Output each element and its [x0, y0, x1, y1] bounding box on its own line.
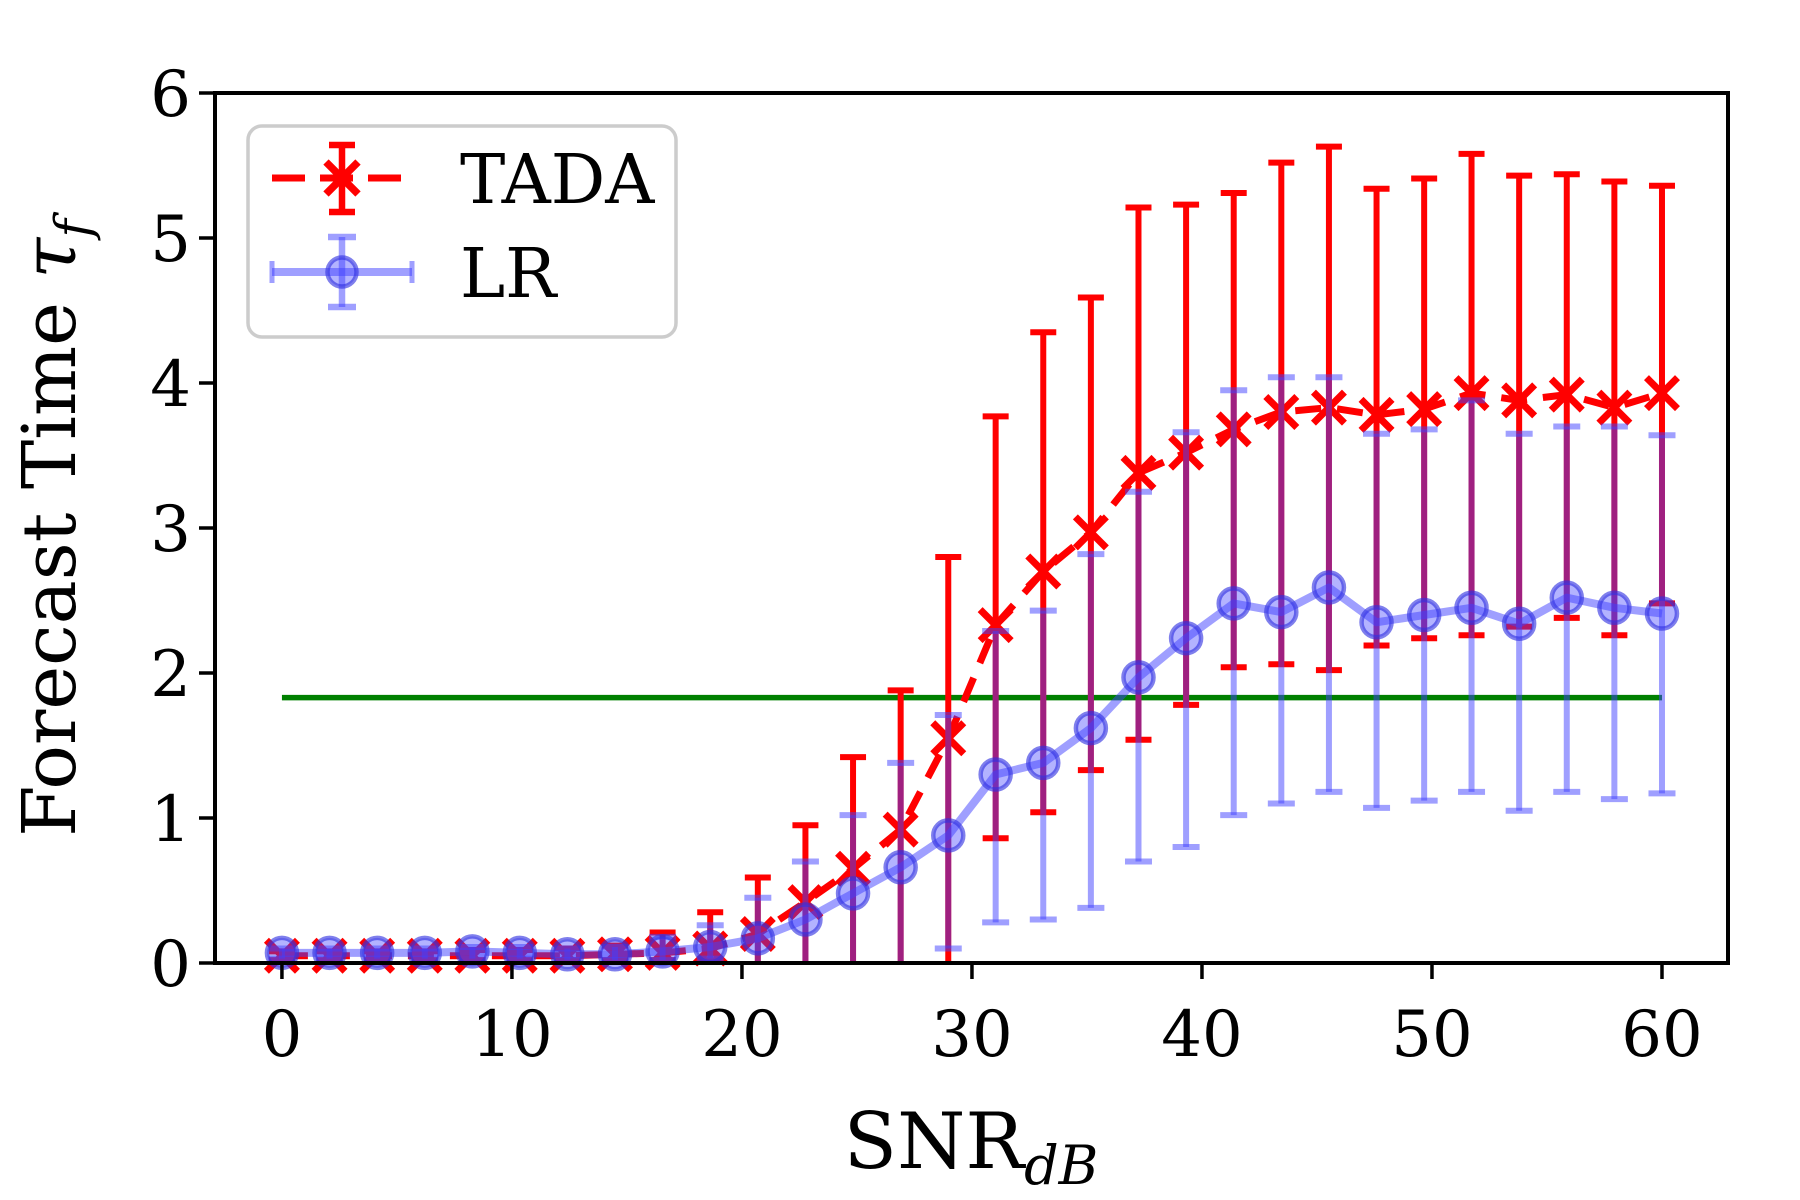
y-axis-ticks: 0 1 2 3 4 5 6 — [150, 58, 215, 1002]
y-tick-label: 6 — [150, 58, 191, 132]
legend: TADA LR — [246, 124, 678, 339]
tada-markers — [263, 375, 1680, 974]
x-tick-label: 10 — [471, 998, 552, 1072]
y-tick-label: 0 — [150, 928, 191, 1002]
legend-label-tada: TADA — [460, 141, 655, 220]
y-tick-label: 5 — [150, 203, 191, 277]
x-axis-ticks: 0 10 20 30 40 50 60 — [262, 963, 1703, 1072]
lr-line — [281, 583, 1663, 959]
legend-glyph-lr — [269, 233, 415, 311]
x-tick-label: 30 — [931, 998, 1012, 1072]
y-axis-label-subscript: f — [44, 212, 102, 242]
y-tick-label: 1 — [150, 783, 191, 857]
legend-glyph-tada — [272, 141, 412, 216]
legend-label-lr: LR — [460, 235, 558, 314]
x-tick-label: 40 — [1161, 998, 1242, 1072]
legend-box — [246, 124, 678, 339]
tada-line — [281, 389, 1664, 960]
lr-errorbars — [268, 374, 1676, 964]
y-tick-label: 2 — [150, 638, 191, 712]
y-axis-label: Forecast Time τf — [7, 212, 102, 837]
lr-markers — [264, 570, 1680, 972]
x-axis-label: SNRdB — [844, 1097, 1099, 1197]
x-tick-label: 50 — [1391, 998, 1472, 1072]
y-tick-label: 4 — [150, 348, 191, 422]
x-tick-label: 0 — [262, 998, 303, 1072]
y-axis-label-tau: τ — [7, 237, 93, 279]
x-axis-label-subscript: dB — [1024, 1134, 1098, 1197]
x-tick-label: 60 — [1621, 998, 1702, 1072]
y-tick-label: 3 — [150, 493, 191, 567]
x-tick-label: 20 — [701, 998, 782, 1072]
